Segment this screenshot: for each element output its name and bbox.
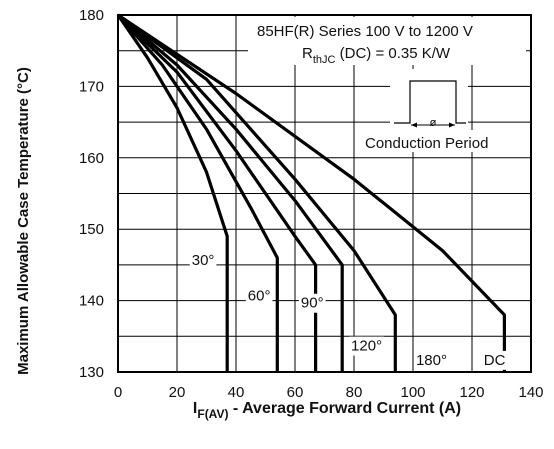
- series-label-bg-5: [481, 350, 508, 370]
- plot-frame: [117, 14, 532, 373]
- series-label-5: DC: [481, 350, 508, 370]
- series-label-3: 120°: [349, 336, 385, 356]
- series-label-text-0: 30°: [192, 252, 215, 269]
- x-tick-0: 0: [114, 384, 122, 401]
- series-label-1: 60°: [245, 286, 273, 306]
- series-label-0: 30°: [189, 250, 217, 270]
- conduction-period-caption: Conduction Period: [365, 135, 488, 152]
- series-label-bg-0: [189, 250, 217, 270]
- y-tick-180: 180: [79, 7, 104, 24]
- series-label-bg-2: [298, 293, 326, 313]
- series-label-2: 90°: [298, 293, 326, 313]
- y-tick-labels: 130 140 150 160 170 180: [79, 7, 104, 381]
- series-line-3: [116, 13, 344, 372]
- x-axis-label-main: I: [193, 400, 197, 417]
- x-tick-40: 40: [228, 384, 245, 401]
- series-line-5: [117, 13, 506, 372]
- x-tick-120: 120: [459, 384, 484, 401]
- chart-annotation: 85HF(R) Series 100 V to 1200 V RthJC (DC…: [248, 17, 526, 152]
- x-tick-labels: 0 20 40 60 80 100 120 140: [114, 384, 544, 401]
- annotation-series-text: 85HF(R) Series 100 V to 1200 V: [257, 23, 473, 40]
- x-tick-80: 80: [346, 384, 363, 401]
- arrow-head-right: [449, 122, 455, 128]
- series-line-0: [116, 14, 229, 372]
- y-tick-130: 130: [79, 364, 104, 381]
- series-line-1: [116, 13, 279, 372]
- series-label-bg-4: [413, 350, 449, 370]
- series-curves: [116, 13, 506, 372]
- y-tick-160: 160: [79, 150, 104, 167]
- x-tick-140: 140: [518, 384, 543, 401]
- x-tick-60: 60: [287, 384, 304, 401]
- series-line-2: [116, 13, 318, 372]
- x-tick-20: 20: [169, 384, 186, 401]
- annotation-rthjc-sub: thJC: [313, 54, 336, 66]
- series-line-4: [117, 13, 397, 372]
- series-label-text-1: 60°: [248, 288, 271, 305]
- series-label-text-3: 120°: [351, 338, 382, 355]
- series-label-bg-3: [349, 336, 385, 356]
- y-tick-150: 150: [79, 221, 104, 238]
- series-label-text-2: 90°: [301, 295, 324, 312]
- y-tick-170: 170: [79, 78, 104, 95]
- annotation-rthjc-text: RthJC (DC) = 0.35 K/W: [302, 45, 451, 66]
- series-labels: 30° 60° 90° 120° 180° DC: [189, 250, 508, 370]
- x-axis-label: IF(AV) - Average Forward Current (A): [193, 400, 461, 421]
- y-axis-label: Maximum Allowable Case Temperature (°C): [15, 67, 32, 375]
- phi-symbol: ø: [430, 117, 437, 129]
- annotation-rthjc-main: R: [302, 45, 313, 62]
- x-axis-label-rest: - Average Forward Current (A): [228, 400, 461, 417]
- y-tick-140: 140: [79, 293, 104, 310]
- series-label-text-5: DC: [484, 352, 506, 369]
- x-tick-100: 100: [400, 384, 425, 401]
- annotation-rthjc-rest: (DC) = 0.35 K/W: [335, 45, 450, 62]
- arrow-head-left: [411, 122, 417, 128]
- series-label-bg-1: [245, 286, 273, 306]
- conduction-period-waveform: [394, 80, 466, 124]
- series-label-4: 180°: [413, 350, 449, 370]
- x-axis-label-sub: F(AV): [197, 407, 228, 421]
- series-label-text-4: 180°: [416, 352, 447, 369]
